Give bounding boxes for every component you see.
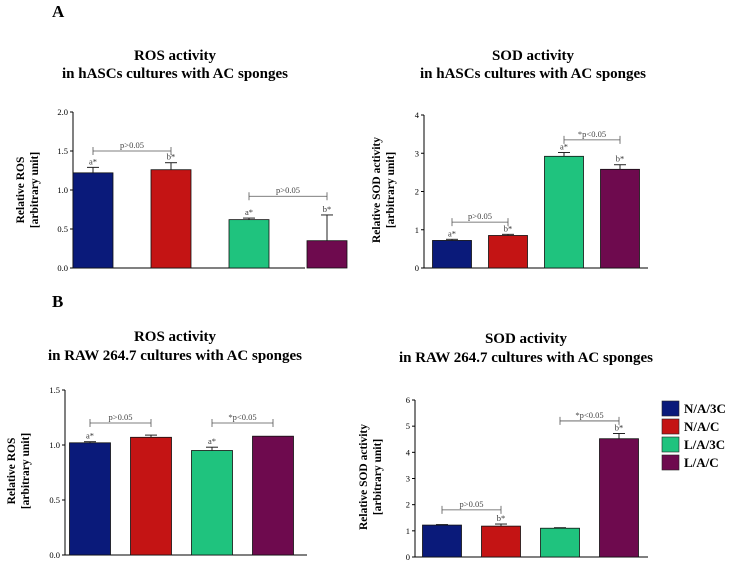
chart-sod-hascs: SOD activity in hASCs cultures with AC s…	[371, 48, 648, 273]
y-axis-label-line-1: Relative SOD activity	[358, 424, 370, 530]
legend-swatch-l-a-c	[661, 454, 680, 471]
legend: N/A/3C N/A/C L/A/3C L/A/C	[661, 400, 726, 471]
y-tick-label: 0	[406, 552, 410, 562]
bar-l-a-3c	[540, 527, 580, 558]
chart-ros-raw: ROS activity in RAW 264.7 cultures with …	[6, 329, 307, 560]
bar-l-a-c	[599, 438, 639, 558]
legend-swatch-l-a-3c	[661, 436, 680, 453]
bar-annotation: a*	[448, 228, 456, 238]
bar-n-a-3c	[422, 524, 462, 558]
y-tick-label: 3	[406, 474, 410, 484]
bar-n-a-3c	[72, 172, 114, 269]
y-tick-label: 4	[415, 110, 420, 120]
y-axis-label-line-2: [arbitrary unit]	[20, 433, 32, 509]
y-tick-label: 0.5	[57, 224, 68, 234]
chart-title-line-2: in RAW 264.7 cultures with AC sponges	[48, 348, 302, 364]
legend-label-l-a-c: L/A/C	[684, 455, 719, 470]
bar-annotation: b*	[615, 422, 624, 432]
chart-title-line-2: in RAW 264.7 cultures with AC sponges	[399, 350, 653, 366]
y-tick-label: 1.5	[57, 146, 68, 156]
y-tick-label: 0.5	[49, 495, 60, 505]
bar-n-a-3c	[432, 240, 472, 269]
y-axis-label-line-2: [arbitrary unit]	[29, 152, 41, 228]
significance-label: p>0.05	[468, 211, 492, 221]
bar-annotation: b*	[323, 204, 332, 214]
bar-n-a-c	[150, 169, 192, 269]
bar-annotation: b*	[167, 152, 176, 162]
y-axis-label-line-1: Relative ROS	[6, 438, 18, 505]
y-tick-label: 1	[406, 526, 410, 536]
chart-sod-raw: SOD activity in RAW 264.7 cultures with …	[358, 331, 653, 562]
y-tick-label: 1.0	[57, 185, 68, 195]
chart-ros-hascs: ROS activity in hASCs cultures with AC s…	[15, 48, 348, 273]
bar-annotation: a*	[86, 431, 94, 441]
y-tick-label: 3	[415, 148, 419, 158]
significance-label: *p<0.05	[578, 129, 606, 139]
bar-annotation: a*	[560, 141, 568, 151]
significance-label: *p<0.05	[575, 410, 603, 420]
y-tick-label: 5	[406, 421, 410, 431]
bar-l-a-c	[252, 435, 294, 556]
bar-n-a-c	[130, 436, 172, 556]
legend-label-n-a-3c: N/A/3C	[684, 401, 726, 416]
y-axis-label: Relative ROS [arbitrary unit]	[15, 152, 41, 228]
y-tick-label: 1	[415, 225, 419, 235]
legend-swatch-n-a-c	[661, 418, 680, 435]
legend-label-l-a-3c: L/A/3C	[684, 437, 725, 452]
chart-title-line-1: ROS activity	[134, 48, 217, 64]
significance-label: p>0.05	[109, 412, 133, 422]
bar-annotation: a*	[245, 207, 253, 217]
y-tick-label: 1.0	[49, 440, 60, 450]
bar-l-a-3c	[228, 219, 270, 269]
bar-n-a-c	[481, 525, 521, 558]
bar-annotation: b*	[497, 513, 506, 523]
bar-n-a-3c	[69, 442, 111, 556]
y-axis-label-line-1: Relative SOD activity	[371, 137, 383, 243]
significance-label: p>0.05	[120, 140, 144, 150]
y-axis-label-line-1: Relative ROS	[15, 157, 27, 224]
chart-title-line-2: in hASCs cultures with AC sponges	[62, 66, 288, 82]
chart-title-line-1: SOD activity	[492, 48, 575, 64]
y-tick-label: 2	[406, 500, 410, 510]
y-axis-label: Relative ROS [arbitrary unit]	[6, 433, 32, 509]
bar-l-a-c	[306, 240, 348, 269]
bar-annotation: b*	[504, 223, 513, 233]
bar-annotation: a*	[89, 156, 97, 166]
y-tick-label: 2.0	[57, 107, 68, 117]
bar-l-a-3c	[544, 155, 584, 269]
significance-label: *p<0.05	[228, 412, 256, 422]
bar-n-a-c	[488, 235, 528, 269]
chart-title-line-2: in hASCs cultures with AC sponges	[420, 66, 646, 82]
y-tick-label: 2	[415, 187, 419, 197]
y-tick-label: 1.5	[49, 385, 60, 395]
y-tick-label: 4	[406, 447, 411, 457]
significance-label: p>0.05	[276, 185, 300, 195]
y-axis-label: Relative SOD activity [arbitrary unit]	[358, 424, 384, 530]
significance-label: p>0.05	[460, 499, 484, 509]
y-axis-label-line-2: [arbitrary unit]	[372, 439, 384, 515]
legend-label-n-a-c: N/A/C	[684, 419, 719, 434]
chart-title-line-1: SOD activity	[485, 331, 568, 347]
y-axis-label-line-2: [arbitrary unit]	[385, 152, 397, 228]
chart-title-line-1: ROS activity	[134, 329, 217, 345]
panel-label-b: B	[52, 292, 63, 311]
y-tick-label: 6	[406, 395, 410, 405]
legend-swatch-n-a-3c	[661, 400, 680, 417]
bar-l-a-c	[600, 168, 640, 269]
y-tick-label: 0.0	[57, 263, 68, 273]
panel-label-a: A	[52, 2, 65, 21]
bar-annotation: b*	[616, 154, 625, 164]
y-axis-label: Relative SOD activity [arbitrary unit]	[371, 137, 397, 243]
bar-annotation: a*	[208, 436, 216, 446]
y-tick-label: 0	[415, 263, 419, 273]
y-tick-label: 0.0	[49, 550, 60, 560]
bar-l-a-3c	[191, 450, 233, 556]
